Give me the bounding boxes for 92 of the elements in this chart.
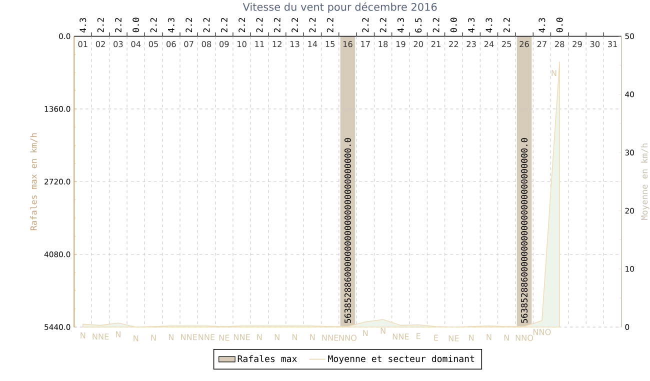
text: N — [363, 330, 368, 336]
x-tick-label: 16 — [343, 40, 352, 47]
x-tick-label: 27 — [537, 40, 546, 47]
text: N — [310, 334, 315, 340]
text: N — [504, 334, 509, 340]
x-tick-label: 29 — [572, 40, 582, 47]
x-tick-label: 08 — [202, 40, 212, 47]
x-tick-label: 23 — [466, 40, 476, 47]
x-tick-label: 14 — [308, 40, 318, 47]
x-tick-label: 21 — [431, 40, 440, 47]
data-label: 2.2 — [203, 18, 210, 32]
x-tick-label: 06 — [166, 40, 176, 47]
text: N — [134, 335, 138, 342]
data-label: 0.0 — [450, 18, 457, 32]
text: NNO — [516, 334, 534, 341]
text: N — [116, 331, 120, 337]
annotation: 5638528860000000000000000000000000.0 — [344, 138, 351, 323]
text: E — [434, 334, 438, 340]
text: N — [80, 332, 86, 338]
text: NE — [448, 335, 459, 342]
text: NNE — [181, 334, 197, 340]
text: N — [168, 334, 174, 340]
data-label: 4.3 — [538, 18, 546, 32]
x-tick-label: 19 — [396, 40, 406, 47]
text: NNE — [234, 334, 250, 340]
data-label: 4.3 — [168, 18, 174, 32]
text: NNE — [322, 334, 338, 340]
x-tick-label: 28 — [555, 40, 564, 47]
x-tick-label: 10 — [238, 40, 246, 47]
text: N — [274, 334, 280, 340]
data-label: 4.3 — [397, 18, 404, 32]
x-tick-label: 26 — [520, 40, 529, 47]
x-tick-label: 15 — [326, 40, 335, 47]
x-tick-label: 09 — [220, 40, 229, 47]
text: E — [416, 332, 420, 339]
chart-title: Vitesse du vent pour décembre 2016 — [242, 2, 437, 13]
x-tick-label: 13 — [290, 40, 300, 47]
x-tick-label: 17 — [361, 40, 370, 47]
data-label: 2.2 — [292, 18, 298, 32]
data-label: 0.0 — [556, 18, 563, 32]
x-tick-label: 20 — [414, 40, 423, 47]
x-tick-label: 07 — [184, 40, 194, 47]
text: N — [292, 334, 298, 340]
data-label: 2.2 — [380, 18, 386, 32]
x-tick-label: 25 — [502, 40, 512, 47]
x-tick-label: 04 — [131, 40, 141, 47]
x-tick-label: 11 — [255, 40, 264, 47]
data-label: 2.2 — [503, 18, 510, 32]
data-label: 2.2 — [150, 18, 157, 32]
data-label: 2.2 — [362, 18, 369, 32]
data-label: 2.2 — [115, 18, 122, 32]
y2-axis-title: Moyenne en km/h — [640, 143, 650, 220]
x-tick-label: 12 — [272, 40, 282, 47]
x-tick-label: 30 — [590, 40, 600, 47]
text: N — [469, 334, 474, 340]
text: NNE — [92, 333, 109, 340]
x-tick-label: 01 — [78, 40, 88, 47]
legend-label: Moyenne et secteur dominant — [328, 354, 474, 364]
annotation: 5638528860000000000000000000000000.0 — [521, 138, 528, 323]
data-label: 0.0 — [132, 18, 140, 32]
data-label: 2.2 — [186, 18, 192, 32]
text: N — [486, 334, 492, 340]
text: NNO — [533, 328, 551, 335]
data-label: 2.2 — [309, 18, 316, 32]
data-label: 4.3 — [486, 18, 492, 32]
x-tick-label: 18 — [378, 40, 388, 47]
text: N — [151, 334, 156, 340]
x-tick-label: 31 — [608, 40, 617, 47]
data-label: 4.3 — [80, 18, 86, 32]
data-label: 2.2 — [238, 18, 245, 32]
legend-label: Rafales max — [238, 354, 297, 362]
text: N — [257, 334, 262, 340]
x-tick-label: 22 — [449, 40, 458, 47]
data-label: 2.2 — [432, 18, 440, 32]
text: NNO — [339, 334, 357, 341]
data-label: 2.2 — [326, 18, 334, 32]
data-label: 2.2 — [97, 18, 104, 32]
x-tick-label: 02 — [96, 40, 105, 47]
data-label: 2.2 — [274, 18, 280, 32]
text: N — [380, 328, 386, 334]
text: NNE — [392, 333, 409, 340]
data-label: 2.2 — [220, 18, 228, 32]
y-axis-title: Rafales max en km/h — [30, 133, 38, 230]
data-label: 2.2 — [256, 18, 263, 32]
data-label: 4.3 — [468, 18, 475, 32]
x-tick-label: 24 — [484, 40, 494, 47]
text: NNE — [198, 334, 215, 340]
annotation: N — [552, 70, 556, 76]
x-tick-label: 03 — [114, 40, 123, 47]
data-label: 6.5 — [415, 18, 422, 32]
x-tick-label: 05 — [148, 40, 158, 47]
text: NE — [219, 334, 230, 340]
